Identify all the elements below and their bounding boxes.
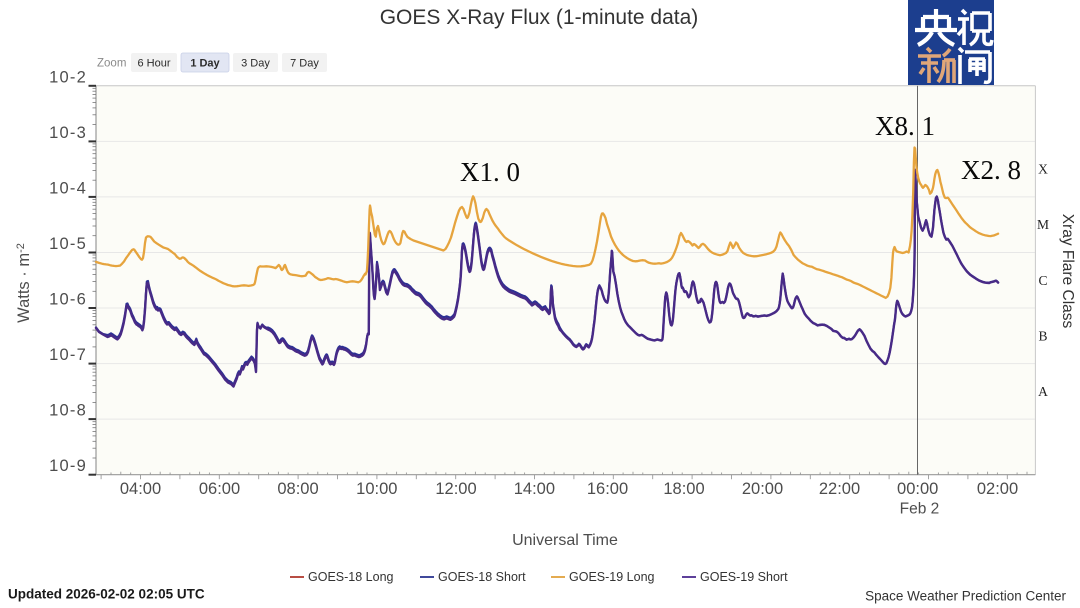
svg-text:6 Hour: 6 Hour: [137, 58, 170, 70]
svg-text:18:00: 18:00: [663, 480, 704, 498]
svg-text:10-9: 10-9: [49, 457, 87, 475]
svg-text:22:00: 22:00: [819, 480, 860, 498]
svg-text:Watts · m-2: Watts · m-2: [15, 243, 33, 323]
svg-text:Zoom: Zoom: [97, 58, 126, 70]
svg-text:08:00: 08:00: [277, 480, 318, 498]
svg-text:Feb 2: Feb 2: [900, 501, 940, 518]
svg-text:20:00: 20:00: [742, 480, 783, 498]
svg-text:06:00: 06:00: [199, 480, 240, 498]
svg-text:Updated 2026-02-02 02:05 UTC: Updated 2026-02-02 02:05 UTC: [8, 587, 205, 602]
svg-text:1 Day: 1 Day: [190, 58, 220, 70]
svg-text:3 Day: 3 Day: [241, 58, 270, 70]
svg-text:Space Weather Prediction Cente: Space Weather Prediction Center: [865, 589, 1066, 604]
svg-text:X8. 1: X8. 1: [875, 111, 935, 141]
svg-text:X: X: [1038, 162, 1048, 177]
svg-text:00:00: 00:00: [897, 480, 938, 498]
svg-text:10-8: 10-8: [49, 402, 87, 420]
svg-text:04:00: 04:00: [120, 480, 161, 498]
svg-text:GOES-19 Long: GOES-19 Long: [569, 570, 655, 584]
svg-text:10-6: 10-6: [49, 291, 87, 309]
svg-text:GOES-18 Short: GOES-18 Short: [438, 570, 526, 584]
svg-text:10-3: 10-3: [49, 124, 87, 142]
svg-text:M: M: [1037, 217, 1049, 232]
svg-text:12:00: 12:00: [435, 480, 476, 498]
svg-text:16:00: 16:00: [587, 480, 628, 498]
svg-text:10:00: 10:00: [356, 480, 397, 498]
svg-text:10-4: 10-4: [49, 179, 87, 197]
svg-text:B: B: [1038, 328, 1047, 343]
svg-text:14:00: 14:00: [514, 480, 555, 498]
svg-text:10-2: 10-2: [49, 68, 87, 86]
svg-text:10-5: 10-5: [49, 235, 87, 253]
svg-text:GOES X-Ray Flux (1-minute data: GOES X-Ray Flux (1-minute data): [380, 6, 699, 29]
svg-text:C: C: [1038, 273, 1047, 288]
svg-text:X1. 0: X1. 0: [460, 157, 520, 187]
svg-text:Xray Flare Class: Xray Flare Class: [1059, 214, 1076, 329]
svg-text:Universal Time: Universal Time: [512, 532, 618, 549]
svg-text:GOES-18 Long: GOES-18 Long: [308, 570, 394, 584]
svg-text:GOES-19 Short: GOES-19 Short: [700, 570, 788, 584]
svg-text:A: A: [1038, 384, 1048, 399]
svg-text:02:00: 02:00: [977, 480, 1018, 498]
svg-text:10-7: 10-7: [49, 346, 87, 364]
svg-text:X2. 8: X2. 8: [961, 155, 1021, 185]
svg-text:7 Day: 7 Day: [290, 58, 319, 70]
